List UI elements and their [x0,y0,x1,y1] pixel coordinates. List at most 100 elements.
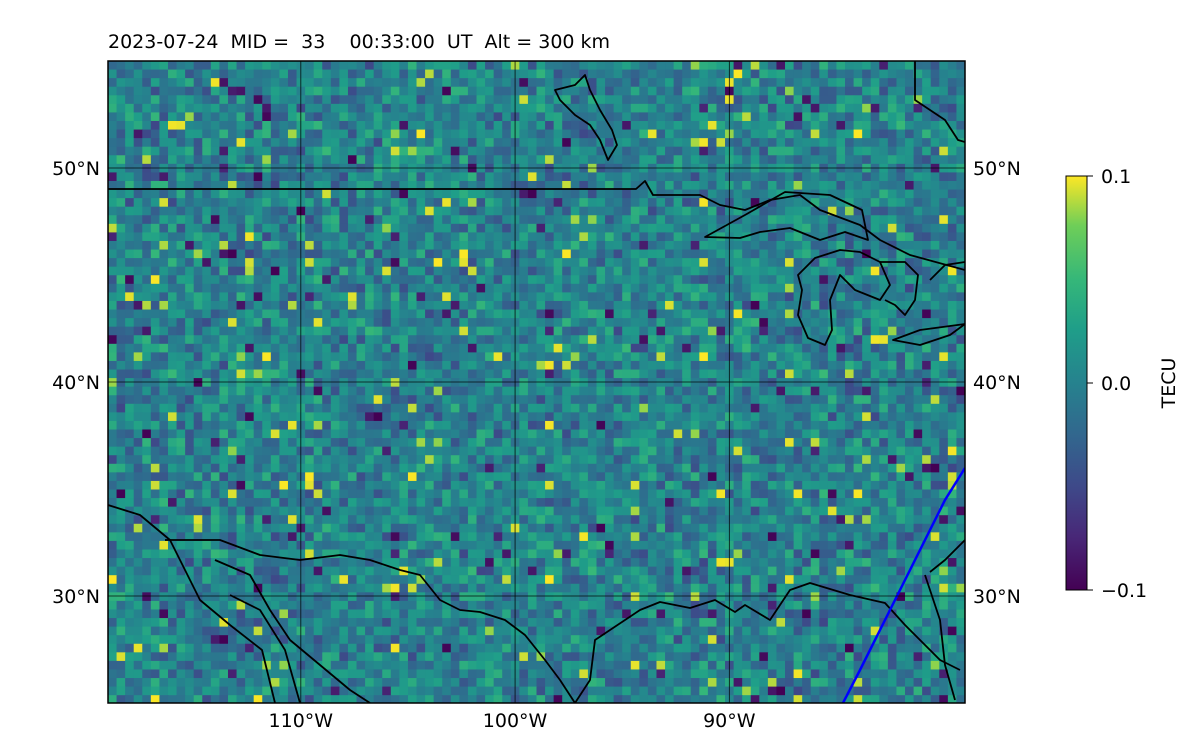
heatmap-cell [939,103,949,114]
heatmap-cell [347,446,358,456]
heatmap-cell [879,463,889,473]
heatmap-cell [142,360,152,371]
heatmap-cell [605,326,615,336]
heatmap-cell [639,463,649,473]
heatmap-cell [227,138,238,148]
heatmap-cell [742,223,752,233]
heatmap-cell [647,120,658,131]
heatmap-cell [425,300,435,311]
heatmap-cell [545,275,555,285]
heatmap-cell [913,480,923,491]
heatmap-cell [896,300,906,311]
heatmap-cell [716,318,726,328]
heatmap-cell [896,446,906,456]
heatmap-cell [442,61,452,71]
heatmap-cell [279,103,289,114]
heatmap-cell [236,309,246,319]
heatmap-cell [810,455,820,465]
heatmap-cell [639,283,649,293]
heatmap-cell [347,86,358,96]
heatmap-cell [699,480,709,491]
heatmap-cell [347,61,358,71]
heatmap-cell [665,249,675,259]
heatmap-cell [793,438,803,448]
heatmap-cell [579,69,589,79]
heatmap-cell [905,258,915,268]
heatmap-cell [836,438,846,448]
heatmap-cell [133,446,143,456]
heatmap-cell [750,129,760,139]
heatmap-cell [493,61,503,71]
heatmap-cell [176,206,186,216]
heatmap-cell [485,215,495,225]
heatmap-cell [493,232,503,242]
heatmap-cell [896,480,906,491]
heatmap-cell [425,138,435,148]
heatmap-cell [322,403,332,413]
heatmap-cell [939,215,949,225]
heatmap-cell [913,129,923,139]
heatmap-cell [459,163,469,174]
heatmap-cell [647,146,658,156]
heatmap-cell [767,343,778,353]
heatmap-cell [587,120,598,131]
heatmap-cell [545,172,555,182]
heatmap-cell [587,249,598,259]
heatmap-cell [699,369,709,379]
heatmap-cell [930,420,940,431]
heatmap-cell [802,463,812,473]
heatmap-cell [467,463,478,473]
heatmap-cell [553,78,563,88]
heatmap-cell [630,103,640,114]
heatmap-cell [416,129,426,139]
heatmap-cell [407,455,418,465]
heatmap-cell [930,438,940,448]
heatmap-cell [742,326,752,336]
heatmap-cell [759,189,769,199]
heatmap-cell [579,292,589,302]
heatmap-cell [690,386,700,396]
heatmap-cell [416,61,426,71]
heatmap-cell [922,335,932,345]
heatmap-cell [682,249,692,259]
heatmap-cell [339,343,349,353]
heatmap-cell [262,240,272,251]
heatmap-cell [562,275,572,285]
heatmap-cell [802,283,812,293]
heatmap-cell [553,215,563,225]
heatmap-cell [519,412,529,422]
heatmap-cell [159,472,169,482]
heatmap-cell [707,438,718,448]
heatmap-cell [442,95,452,105]
heatmap-cell [759,463,769,473]
heatmap-cell [459,326,469,336]
heatmap-cell [330,112,340,122]
heatmap-cell [245,180,255,191]
heatmap-cell [185,215,195,225]
heatmap-cell [905,61,915,71]
heatmap-cell [716,455,726,465]
heatmap-cell [279,223,289,233]
heatmap-cell [416,172,426,182]
heatmap-cell [519,352,529,362]
heatmap-cell [339,395,349,405]
heatmap-cell [330,206,340,216]
heatmap-cell [219,463,229,473]
heatmap-cell [270,395,280,405]
heatmap-cell [622,95,632,105]
heatmap-cell [793,120,803,131]
heatmap-cell [279,258,289,268]
heatmap-cell [699,146,709,156]
heatmap-cell [339,215,349,225]
heatmap-cell [219,155,229,165]
heatmap-cell [527,206,538,216]
heatmap-cell [793,429,803,439]
heatmap-cell [167,215,178,225]
heatmap-cell [356,198,366,208]
heatmap-cell [219,326,229,336]
heatmap-cell [673,180,683,191]
heatmap-cell [210,335,221,345]
heatmap-cell [150,463,161,473]
heatmap-cell [819,438,829,448]
heatmap-cell [742,386,752,396]
